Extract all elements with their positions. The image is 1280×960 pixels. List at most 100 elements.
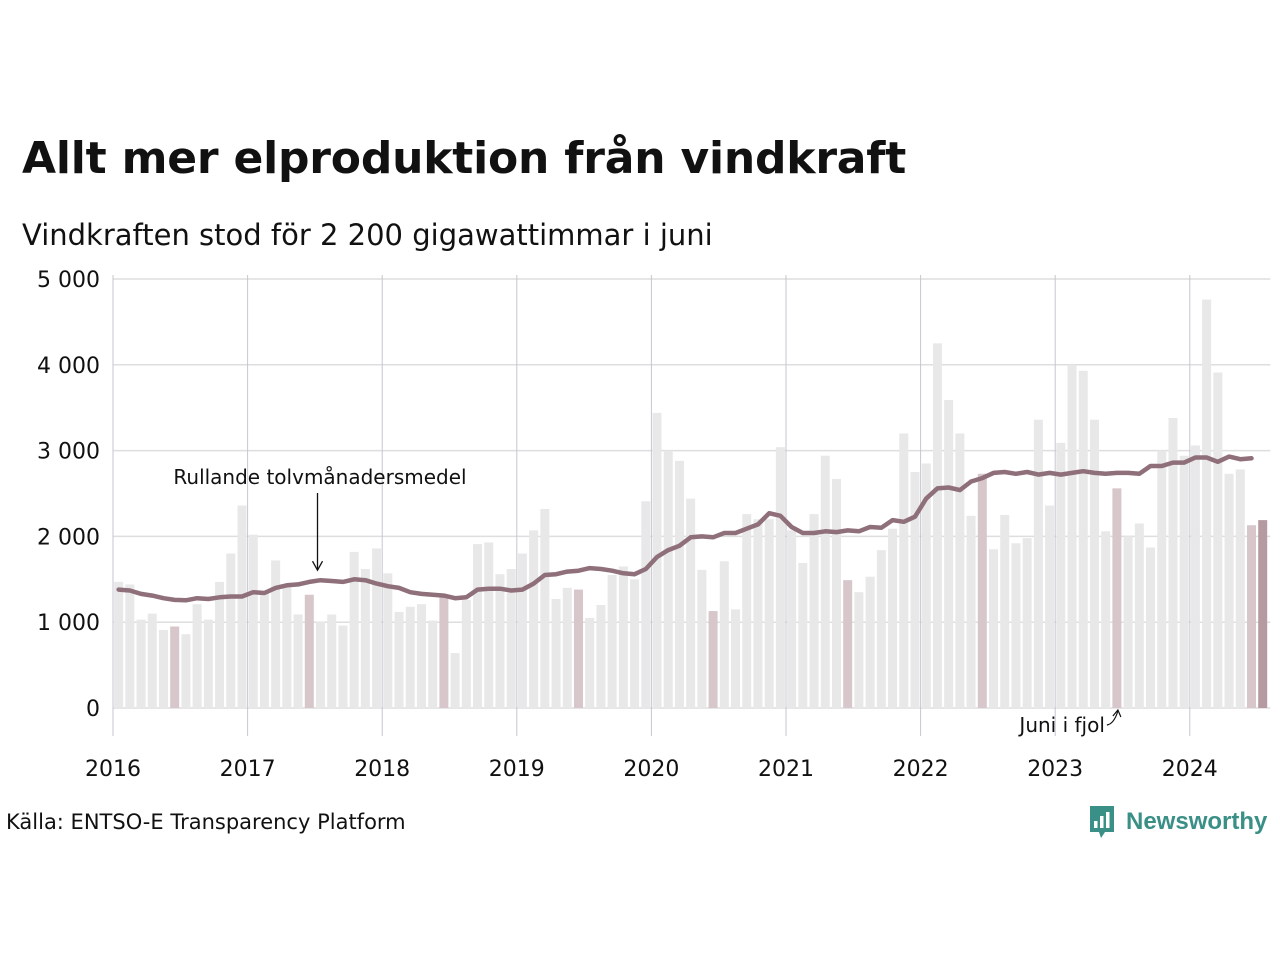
bar-2022-05 — [966, 515, 976, 708]
bar-2020-02 — [663, 450, 673, 708]
bar-2021-05 — [831, 478, 841, 708]
bar-2017-10 — [349, 551, 359, 708]
bar-2019-08 — [596, 605, 606, 708]
x-tick-label: 2016 — [85, 757, 141, 782]
bar-2016-11 — [226, 553, 236, 708]
bar-2017-07 — [316, 621, 326, 708]
bar-2018-11 — [495, 574, 505, 708]
x-tick-label: 2017 — [220, 757, 276, 782]
bar-2018-10 — [484, 542, 494, 708]
bar-2018-04 — [416, 604, 426, 708]
bar-2016-04 — [147, 613, 157, 708]
y-tick-label: 0 — [86, 697, 100, 722]
bar-2016-06 — [170, 626, 180, 708]
bar-2021-04 — [820, 455, 830, 708]
bar-2019-10 — [618, 566, 628, 708]
bar-2023-09 — [1146, 547, 1156, 708]
bar-2016-05 — [158, 629, 168, 708]
y-tick-label: 5 000 — [37, 268, 100, 293]
bar-2024-02 — [1202, 299, 1212, 708]
bar-2017-03 — [271, 560, 281, 708]
bar-2016-09 — [203, 619, 213, 708]
bar-2019-06 — [573, 589, 583, 708]
annotation-last-june: Juni i fjol — [1017, 713, 1104, 737]
bar-2022-09 — [1011, 543, 1021, 708]
bar-2022-12 — [1045, 505, 1055, 708]
bar-2023-06 — [1112, 488, 1122, 708]
bar-2019-11 — [630, 579, 640, 708]
bar-2024-03 — [1213, 372, 1223, 708]
bar-2020-01 — [652, 412, 662, 708]
bar-2021-01 — [787, 530, 797, 708]
bar-2021-10 — [888, 528, 898, 708]
bar-2017-08 — [327, 614, 337, 708]
bar-2018-02 — [394, 611, 404, 708]
bar-2022-01 — [921, 463, 931, 708]
bar-2023-03 — [1078, 370, 1088, 708]
bar-2023-02 — [1067, 364, 1077, 708]
y-tick-label: 4 000 — [37, 354, 100, 379]
bar-2016-02 — [125, 584, 135, 708]
bar-2019-09 — [607, 575, 617, 708]
bar-2023-12 — [1179, 455, 1189, 708]
bar-2017-04 — [282, 586, 292, 708]
bar-2016-01 — [114, 581, 124, 708]
bar-2018-05 — [428, 620, 438, 708]
bar-2020-08 — [731, 609, 741, 708]
bar-2019-07 — [585, 617, 595, 708]
bar-2017-11 — [360, 569, 370, 708]
bar-2018-12 — [506, 569, 516, 708]
newsworthy-logo: Newsworthy — [1088, 804, 1267, 840]
bar-2021-12 — [910, 472, 920, 708]
bar-2024-01 — [1190, 445, 1200, 708]
bar-2023-01 — [1056, 442, 1066, 708]
chart-title: Allt mer elproduktion från vindkraft — [22, 133, 907, 184]
bar-2024-06 — [1246, 525, 1256, 708]
bar-2022-07 — [989, 549, 999, 708]
bar-2021-11 — [899, 433, 909, 708]
bar-2019-03 — [540, 508, 550, 708]
bar-2019-05 — [562, 587, 572, 708]
x-tick-label: 2019 — [489, 757, 545, 782]
bars — [114, 299, 1268, 708]
bar-2017-05 — [293, 614, 303, 708]
bar-2021-09 — [876, 550, 886, 708]
bar-2019-12 — [641, 501, 651, 708]
bar-2022-11 — [1033, 419, 1043, 708]
bar-2017-06 — [304, 594, 314, 708]
bar-2023-04 — [1089, 419, 1099, 708]
bar-2024-05 — [1235, 469, 1245, 708]
bar-2024-04 — [1224, 473, 1234, 708]
chart-subtitle: Vindkraften stod för 2 200 gigawattimmar… — [22, 218, 713, 252]
source-note: Källa: ENTSO-E Transparency Platform — [6, 810, 406, 834]
bar-2020-07 — [719, 561, 729, 708]
bar-2017-09 — [338, 625, 348, 708]
bar-2022-08 — [1000, 514, 1010, 708]
x-tick-label: 2021 — [758, 757, 814, 782]
bar-2018-07 — [450, 653, 460, 708]
brand-name: Newsworthy — [1126, 808, 1268, 835]
bar-2021-02 — [798, 562, 808, 708]
bar-2023-07 — [1123, 536, 1133, 708]
annotation-arrow-last-june — [1106, 710, 1119, 726]
bar-2022-06 — [977, 473, 987, 708]
bar-2022-04 — [955, 433, 965, 708]
y-tick-label: 3 000 — [37, 440, 100, 465]
bar-2021-08 — [865, 576, 875, 708]
bar-2019-01 — [517, 553, 527, 708]
x-tick-label: 2018 — [354, 757, 410, 782]
annotations: Rullande tolvmånadersmedel Juni i fjol — [173, 465, 1122, 737]
bar-2017-02 — [259, 592, 269, 708]
y-tick-label: 2 000 — [37, 525, 100, 550]
x-tick-label: 2020 — [623, 757, 679, 782]
bar-2016-12 — [237, 505, 247, 708]
y-tick-label: 1 000 — [37, 611, 100, 636]
bar-2017-12 — [372, 548, 382, 708]
bar-2022-03 — [944, 399, 954, 708]
bar-2023-08 — [1134, 523, 1144, 708]
rolling-average-line-layer — [116, 454, 1254, 603]
bar-2021-03 — [809, 514, 819, 708]
bar-2020-10 — [753, 519, 763, 708]
bar-2019-04 — [551, 599, 561, 708]
